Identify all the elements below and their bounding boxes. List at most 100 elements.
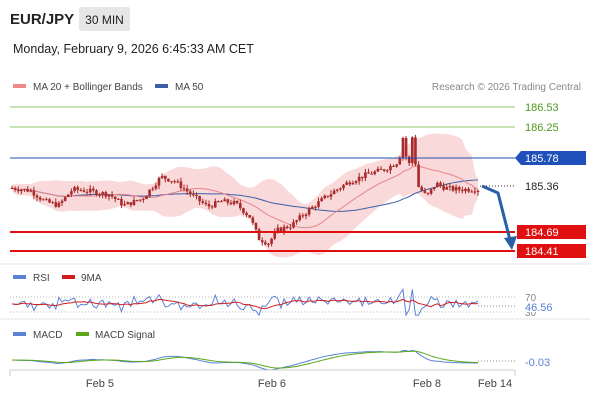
candle-body xyxy=(129,202,133,206)
candle-body xyxy=(117,198,120,200)
candle-body xyxy=(304,214,308,216)
candle-body xyxy=(135,199,139,201)
candle-body xyxy=(267,243,270,245)
candle-body xyxy=(176,181,180,183)
macd-value-label: -0.03 xyxy=(525,357,550,369)
candle-body xyxy=(473,191,477,193)
candle-body xyxy=(373,171,377,175)
candle-body xyxy=(332,190,336,195)
candle-body xyxy=(242,208,245,213)
candle-body xyxy=(354,181,358,184)
candle-body xyxy=(386,170,389,172)
support-1-label: 184.69 xyxy=(525,227,559,239)
candle-body xyxy=(223,199,226,202)
candle-body xyxy=(66,194,70,198)
macd-signal-line xyxy=(11,350,479,369)
x-tick-label: Feb 14 xyxy=(478,378,512,390)
candle-body xyxy=(429,189,433,194)
candle-body xyxy=(464,188,467,192)
candle-body xyxy=(282,226,286,232)
candle-body xyxy=(92,188,95,191)
candle-body xyxy=(110,194,114,197)
rsi-line xyxy=(11,288,479,317)
candle-body xyxy=(239,203,242,209)
macd-signal-legend-label: MACD Signal xyxy=(95,330,155,341)
ma50-line xyxy=(11,179,479,212)
candle-body xyxy=(13,188,17,190)
macd-signal-legend-swatch xyxy=(76,332,89,336)
candle-body xyxy=(454,187,458,191)
candle-body xyxy=(113,196,117,199)
candle-body xyxy=(326,195,330,197)
candle-body xyxy=(382,169,386,171)
candle-body xyxy=(260,240,264,243)
candle-body xyxy=(126,202,130,205)
x-tick-label: Feb 5 xyxy=(86,378,114,390)
candle-body xyxy=(204,202,208,205)
candle-body xyxy=(379,168,383,170)
ma50-legend-swatch xyxy=(155,84,168,88)
candle-body xyxy=(364,172,367,179)
candle-body xyxy=(339,188,342,190)
candle-body xyxy=(226,199,230,203)
candle-body xyxy=(476,190,480,192)
candle-body xyxy=(245,212,248,216)
candle-body xyxy=(395,164,398,167)
candle-body xyxy=(145,195,148,200)
candle-body xyxy=(342,184,345,189)
candle-body xyxy=(298,215,302,221)
candle-body xyxy=(367,172,370,174)
candle-body xyxy=(314,206,317,208)
candles xyxy=(10,134,480,248)
candle-body xyxy=(32,190,36,196)
candle-body xyxy=(307,208,311,215)
price-plot[interactable] xyxy=(10,133,480,258)
candle-body xyxy=(201,201,205,203)
candle-body xyxy=(442,185,445,190)
candle-body xyxy=(210,206,214,208)
candle-body xyxy=(35,195,39,198)
candle-body xyxy=(461,189,464,192)
candle-body xyxy=(179,181,183,189)
candle-body xyxy=(57,202,61,207)
symbol-title: EUR/JPY xyxy=(10,11,74,28)
candle-body xyxy=(348,182,352,185)
candle-body xyxy=(285,226,289,228)
candle-body xyxy=(95,190,98,195)
candle-body xyxy=(195,194,198,197)
candle-body xyxy=(295,220,298,223)
candle-body xyxy=(432,187,436,190)
candle-body xyxy=(273,232,277,239)
support-2-tag xyxy=(517,244,586,258)
candle-body xyxy=(54,202,58,207)
candle-body xyxy=(389,165,392,171)
current-price-label: 185.36 xyxy=(525,181,559,193)
candle-body xyxy=(423,190,427,193)
candle-body xyxy=(76,187,79,190)
candle-body xyxy=(257,229,261,241)
candle-body xyxy=(329,194,333,197)
candle-body xyxy=(88,188,92,193)
candle-body xyxy=(101,192,104,195)
pivot-label: 185.78 xyxy=(525,153,559,165)
rsi-ma-legend-label: 9MA xyxy=(81,273,102,284)
candle-body xyxy=(457,187,461,190)
ma20-legend-label: MA 20 + Bollinger Bands xyxy=(33,82,143,93)
candle-body xyxy=(26,188,29,192)
ma50-legend-label: MA 50 xyxy=(175,82,204,93)
candle-body xyxy=(401,137,405,158)
x-tick-label: Feb 8 xyxy=(413,378,441,390)
candle-body xyxy=(270,238,273,244)
candle-body xyxy=(142,199,145,201)
candle-body xyxy=(323,195,327,199)
timeframe-badge[interactable] xyxy=(79,7,130,31)
pivot-tag xyxy=(515,151,586,165)
candle-body xyxy=(451,186,455,191)
x-tick-label: Feb 6 xyxy=(258,378,286,390)
candle-body xyxy=(173,181,176,183)
candle-body xyxy=(317,201,320,207)
candle-body xyxy=(192,194,195,196)
candle-body xyxy=(398,157,402,165)
candle-body xyxy=(420,186,424,191)
